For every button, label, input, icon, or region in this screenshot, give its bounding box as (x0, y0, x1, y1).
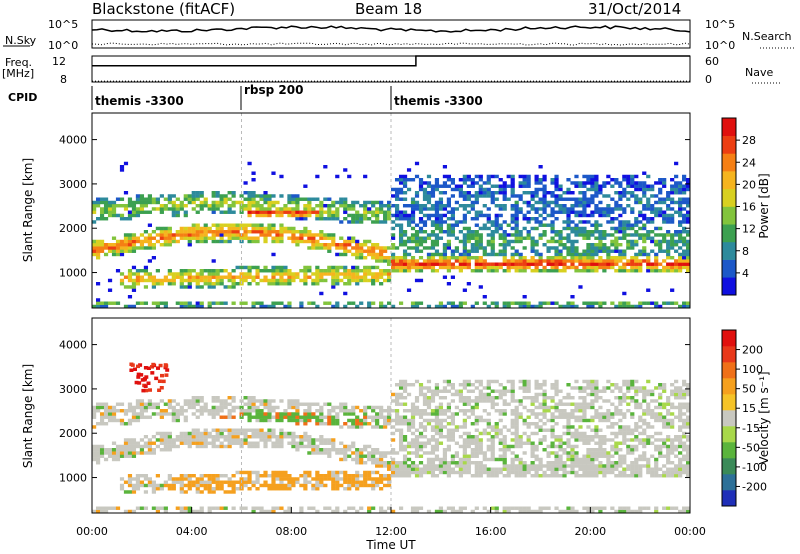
nave-tick-top: 60 (705, 55, 719, 68)
colorbar-tick-label: 100 (742, 363, 763, 376)
velocity-x-ticks: 00:00 04:00 08:00 12:00 16:00 20:00 00:00 (76, 507, 706, 538)
colorbar-block (722, 241, 736, 260)
colorbar-tick-label: 12 (742, 223, 756, 236)
y-tick-label: 1000 (59, 472, 87, 485)
velocity-y-axis-label: Slant Range [km] (21, 364, 35, 468)
y-tick-label: 2000 (59, 427, 87, 440)
x-tick-label: 04:00 (176, 525, 208, 538)
noise-sky-line (91, 25, 691, 33)
y-tick-label: 3000 (59, 178, 87, 191)
colorbar-block (722, 118, 736, 136)
colorbar-block (722, 135, 736, 154)
colorbar-block (722, 490, 736, 507)
freq-label: Freq. (5, 56, 32, 69)
colorbar-block (722, 346, 736, 363)
power-colorbar: 4 8 12 16 20 24 28 Power [dB] (721, 117, 771, 296)
velocity-heatmap: 1000 2000 3000 4000 00:00 04:00 08:00 12:00 16:… (21, 317, 706, 552)
noise-panel: N.Sky 10^5 10^0 10^5 10^0 N.Search (3, 18, 796, 52)
nsearch-label: N.Search (742, 30, 792, 43)
colorbar-block (722, 171, 736, 190)
x-tick-label: 00:00 (674, 525, 706, 538)
colorbar-tick-label: 20 (742, 178, 756, 191)
noise-tick-left-top: 10^5 (48, 18, 78, 31)
velocity-colorbar-blocks (722, 330, 736, 507)
power-colorbar-label: Power [dB] (757, 173, 771, 238)
colorbar-block (722, 378, 736, 395)
colorbar-tick-label: 200 (742, 344, 763, 357)
colorbar-tick-label: 15 (742, 402, 756, 415)
freq-tick-bottom: 8 (60, 73, 67, 86)
colorbar-block (722, 224, 736, 243)
cpid-label: CPID (8, 91, 37, 104)
colorbar-tick-label: 4 (742, 267, 749, 280)
date-label: 31/Oct/2014 (588, 0, 681, 18)
nsky-label: N.Sky (5, 34, 37, 47)
colorbar-block (722, 474, 736, 491)
freq-unit: [MHz] (2, 67, 34, 80)
x-tick-label: 00:00 (76, 525, 108, 538)
power-colorbar-blocks (722, 118, 736, 296)
velocity-colorbar: -200 -100 -50 -15 15 50 100 200 Velocity [m s⁻¹… (721, 329, 771, 507)
velocity-colorbar-label: Velocity [m s⁻¹] (757, 371, 771, 464)
colorbar-tick-label: 16 (742, 201, 756, 214)
colorbar-tick-label: 28 (742, 134, 756, 147)
colorbar-tick-label: 24 (742, 156, 756, 169)
colorbar-tick-label: 8 (742, 245, 749, 258)
colorbar-block (722, 259, 736, 278)
power-y-axis-label: Slant Range [km] (21, 158, 35, 262)
x-tick-label: 08:00 (275, 525, 307, 538)
noise-tick-right-top: 10^5 (705, 18, 735, 31)
colorbar-tick-label: -100 (742, 461, 767, 474)
colorbar-block (722, 362, 736, 379)
colorbar-block (722, 330, 736, 347)
colorbar-block (722, 410, 736, 427)
colorbar-tick-label: -50 (742, 441, 760, 454)
velocity-colorbar-ticks: -200 -100 -50 -15 15 50 100 200 (736, 344, 767, 493)
colorbar-block (722, 458, 736, 475)
x-tick-label: 12:00 (375, 525, 407, 538)
noise-search-line (91, 42, 691, 46)
station-title: Blackstone (fitACF) (92, 0, 235, 18)
beam-label: Beam 18 (355, 0, 422, 18)
velocity-y-ticks: 1000 2000 3000 4000 (59, 339, 690, 485)
cpid-segment-2: rbsp 200 (244, 83, 303, 97)
cpid-segment-3: themis -3300 (394, 94, 483, 108)
freq-line (92, 55, 690, 67)
power-y-ticks: 1000 2000 3000 4000 (59, 134, 690, 280)
x-axis-label: Time UT (365, 538, 416, 552)
colorbar-tick-label: -200 (742, 480, 767, 493)
cpid-panel: CPID themis -3300 rbsp 200 themis -3300 (8, 83, 483, 110)
nave-tick-bottom: 0 (705, 73, 712, 86)
colorbar-block (722, 442, 736, 459)
freq-panel: Freq. [MHz] 12 8 60 0 Nave (2, 55, 780, 86)
y-tick-label: 1000 (59, 267, 87, 280)
y-tick-label: 4000 (59, 134, 87, 147)
colorbar-block (722, 188, 736, 207)
power-heatmap-cells (92, 113, 691, 309)
cpid-segment-1: themis -3300 (95, 94, 184, 108)
nave-label: Nave (745, 66, 773, 79)
power-colorbar-ticks: 4 8 12 16 20 24 28 (736, 134, 756, 280)
colorbar-block (722, 277, 736, 296)
colorbar-block (722, 153, 736, 172)
colorbar-tick-label: 50 (742, 383, 756, 396)
freq-tick-top: 12 (52, 55, 66, 68)
velocity-heatmap-cells (92, 318, 691, 514)
x-tick-label: 20:00 (574, 525, 606, 538)
y-tick-label: 4000 (59, 339, 87, 352)
power-heatmap: 1000 2000 3000 4000 Slant Range [km] (21, 112, 691, 309)
noise-tick-left-bottom: 10^0 (48, 39, 78, 52)
colorbar-block (722, 426, 736, 443)
noise-tick-right-bottom: 10^0 (705, 39, 735, 52)
colorbar-block (722, 394, 736, 411)
colorbar-tick-label: -15 (742, 422, 760, 435)
colorbar-block (722, 206, 736, 225)
y-tick-label: 2000 (59, 222, 87, 235)
x-tick-label: 16:00 (475, 525, 507, 538)
y-tick-label: 3000 (59, 383, 87, 396)
